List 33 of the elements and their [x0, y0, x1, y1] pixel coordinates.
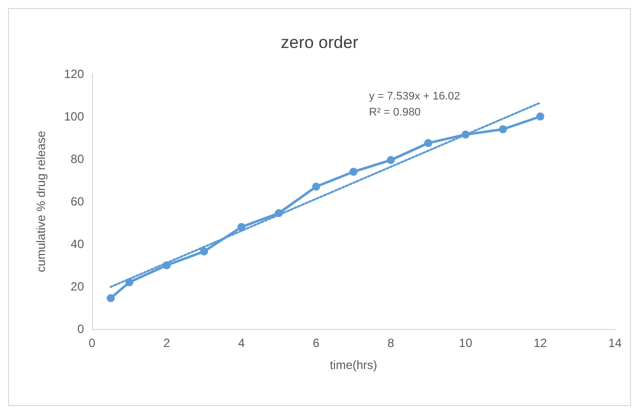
point [106, 294, 115, 302]
y-tick-label: 60 [70, 194, 84, 208]
point [274, 209, 283, 218]
point [536, 112, 544, 120]
annotation: R² = 0.980 [369, 106, 421, 118]
point [424, 139, 432, 148]
point [312, 182, 320, 191]
point [498, 125, 507, 134]
x-tick-label: 8 [388, 336, 395, 350]
annotation: y = 7.539x + 16.02 [368, 90, 460, 102]
point [237, 223, 246, 231]
point [350, 168, 358, 176]
y-tick-label: 100 [64, 110, 84, 124]
x-tick-label: 12 [534, 336, 548, 350]
point [200, 247, 208, 256]
x-tick-label: 2 [163, 336, 170, 350]
y-tick-label: 40 [70, 237, 84, 251]
x-tick-label: 0 [88, 336, 96, 350]
point [462, 130, 470, 139]
x-tick-label: 6 [312, 336, 320, 350]
point [162, 261, 171, 270]
point [386, 156, 395, 164]
x-axis-title: time(hrs) [330, 358, 378, 372]
x-tick-label: 10 [458, 336, 473, 350]
y-tick-label: 0 [77, 322, 84, 336]
point [125, 278, 134, 286]
y-tick-label: 20 [70, 280, 84, 294]
x-tick-label: 4 [238, 336, 246, 350]
x-tick-label: 14 [608, 336, 622, 350]
y-tick-label: 120 [64, 67, 84, 81]
y-axis-title: cumulative % drug release [34, 130, 48, 272]
y-tick-label: 80 [70, 152, 84, 166]
chart-title: zero order [280, 33, 359, 52]
